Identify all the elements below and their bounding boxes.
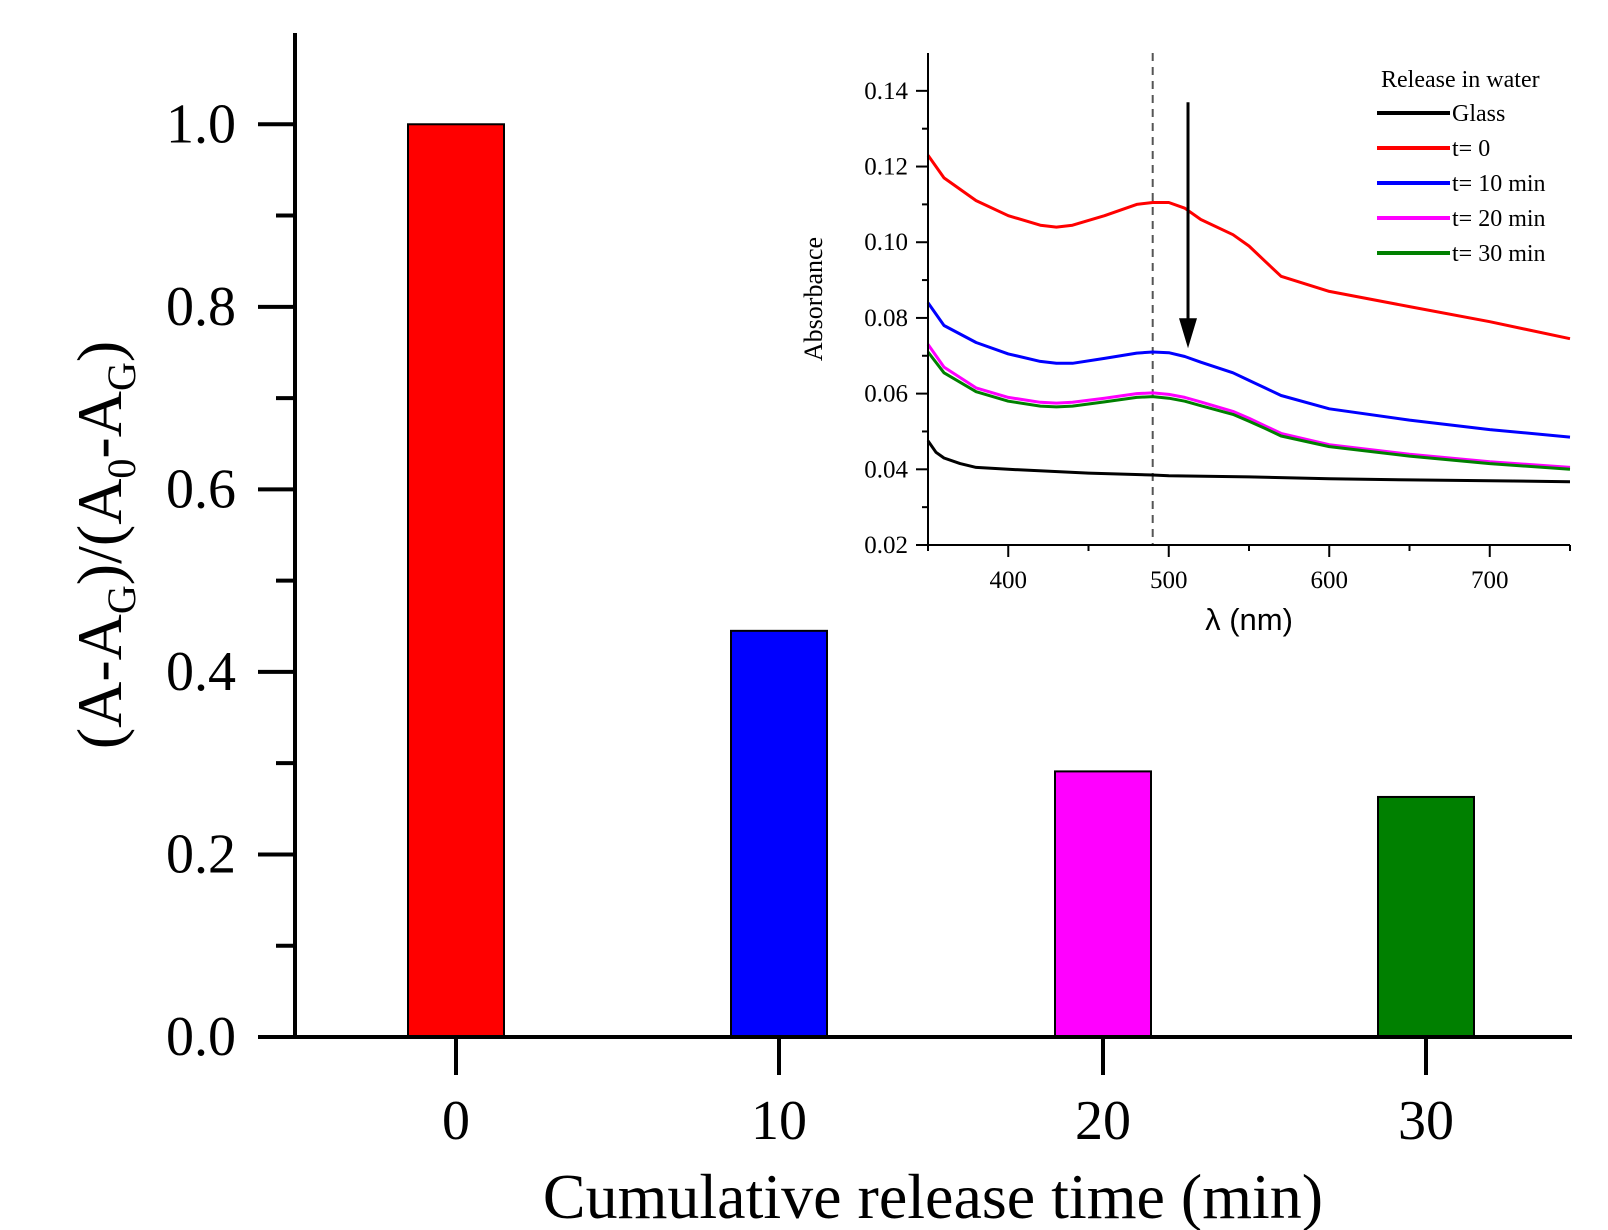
inset-y-tick-label: 0.12	[864, 154, 908, 181]
bar-0	[407, 123, 505, 1039]
inset-y-axis-label: Absorbance	[799, 237, 828, 361]
legend-entry-label: t= 20 min	[1452, 206, 1546, 232]
y-tick-label: 0.0	[166, 1006, 236, 1068]
y-axis-label-part: )/(A	[64, 479, 135, 586]
x-tick-label: 0	[442, 1090, 470, 1152]
inset-x-tick-label: 400	[990, 567, 1028, 594]
legend-entry-label: t= 0	[1452, 136, 1490, 162]
x-tick-label: 10	[751, 1090, 807, 1152]
inset-x-tick-label: 500	[1150, 567, 1188, 594]
y-axis-label-part: -A	[64, 391, 135, 459]
x-tick-label: 20	[1075, 1090, 1131, 1152]
y-tick-label: 1.0	[166, 93, 236, 155]
inset-x-tick-label: 600	[1311, 567, 1349, 594]
inset-plot-area	[928, 53, 1570, 545]
y-tick-label: 0.4	[166, 641, 236, 703]
series-line-4	[926, 351, 1571, 471]
series-line-1	[926, 154, 1571, 341]
y-axis-label: (A-AG)/(A0-AG)	[64, 341, 144, 749]
inset-y-tick-label: 0.02	[864, 532, 908, 559]
y-axis-label-part: (A-A	[64, 614, 135, 749]
inset-line-chart: 0.02 0.04 0.06 0.08 0.10 0.12 0.14 400 500 600 700…	[799, 53, 1571, 637]
y-axis-label-part: )	[64, 341, 135, 362]
x-tick-label: 30	[1398, 1090, 1454, 1152]
y-axis-label-subscript: G	[99, 362, 144, 391]
bar-30	[1377, 795, 1475, 1038]
inset-y-tick-label: 0.14	[864, 78, 908, 105]
y-axis-label-subscript: G	[99, 585, 144, 614]
y-tick-label: 0.6	[166, 458, 236, 520]
x-axis-label: Cumulative release time (min)	[543, 1161, 1323, 1230]
y-axis-label-subscript: 0	[99, 459, 144, 479]
main-bar-chart: 0.0 0.2 0.4 0.6 0.8 1.0 0 10 20 30 Cumulative rele…	[64, 33, 1572, 1230]
inset-y-tick-label: 0.10	[864, 229, 908, 256]
legend-entry-label: t= 10 min	[1452, 171, 1546, 197]
legend-title: Release in water	[1381, 67, 1540, 93]
bar-10	[730, 629, 828, 1038]
legend-entry-label: t= 30 min	[1452, 241, 1546, 267]
series-line-3	[926, 343, 1571, 469]
series-line-0	[926, 440, 1571, 484]
decrease-arrow-head	[1179, 318, 1198, 349]
legend-entry-label: Glass	[1452, 101, 1505, 127]
y-tick-label: 0.2	[166, 823, 236, 885]
series-line-2	[926, 301, 1571, 439]
inset-y-tick-label: 0.04	[864, 456, 908, 483]
inset-legend: Release in water Glass t= 0 t= 10 min t= 20 …	[1377, 67, 1546, 267]
y-tick-label: 0.8	[166, 276, 236, 338]
inset-x-tick-label: 700	[1471, 567, 1509, 594]
inset-x-axis-label: λ (nm)	[1205, 602, 1293, 637]
bar-20	[1054, 770, 1152, 1038]
inset-y-tick-label: 0.06	[864, 381, 908, 408]
inset-y-tick-label: 0.08	[864, 305, 908, 332]
